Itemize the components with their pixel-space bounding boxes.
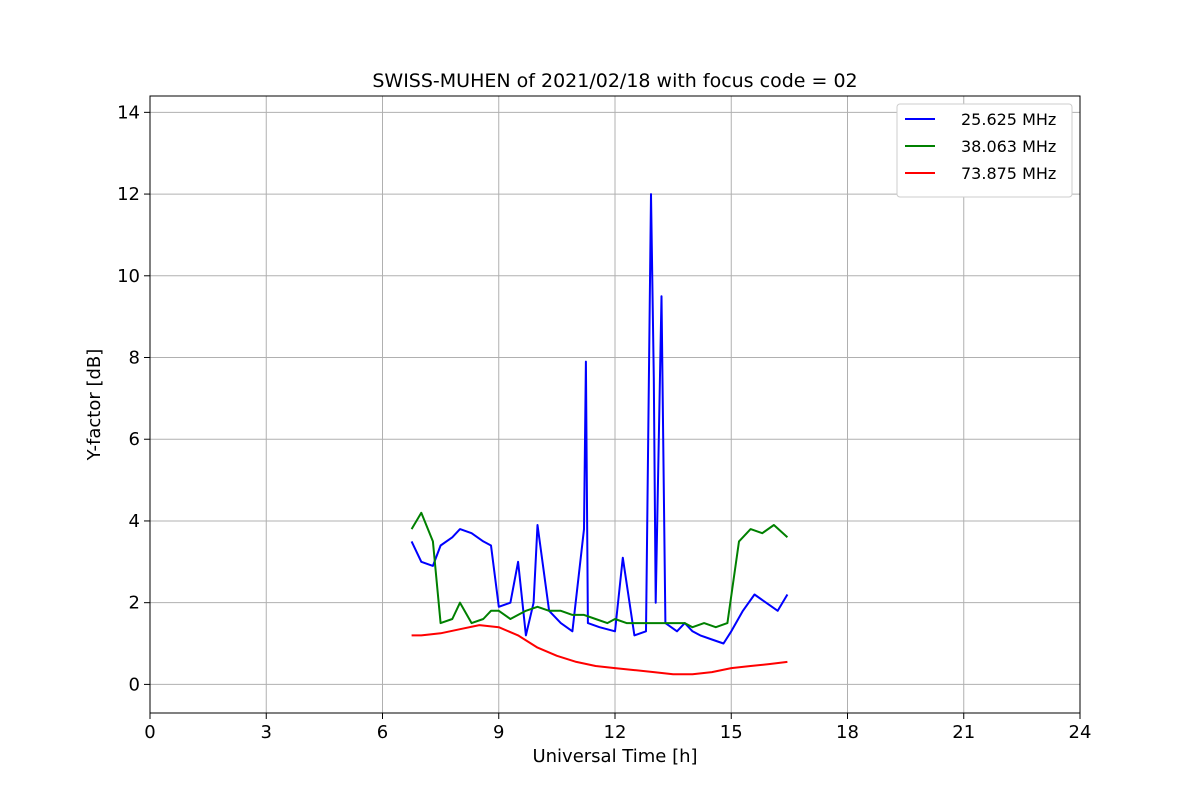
y-tick-label: 8 bbox=[129, 348, 140, 369]
x-tick-label: 15 bbox=[720, 722, 743, 743]
x-axis-label: Universal Time [h] bbox=[532, 746, 697, 767]
y-tick-label: 10 bbox=[117, 266, 140, 287]
x-tick-label: 0 bbox=[144, 722, 155, 743]
y-tick-label: 4 bbox=[129, 511, 140, 532]
y-axis-label: Y-factor [dB] bbox=[84, 349, 105, 462]
legend: 25.625 MHz 38.063 MHz 73.875 MHz bbox=[896, 103, 1073, 198]
x-tick-label: 6 bbox=[377, 722, 388, 743]
legend-label: 25.625 MHz bbox=[961, 110, 1056, 129]
series-line-3 bbox=[411, 624, 788, 676]
y-tick-label: 2 bbox=[129, 593, 140, 614]
y-tick-label: 6 bbox=[129, 429, 140, 450]
y-tick-label: 0 bbox=[129, 674, 140, 695]
x-tick-label: 12 bbox=[604, 722, 627, 743]
legend-label: 73.875 MHz bbox=[961, 164, 1056, 183]
x-tick-label: 18 bbox=[836, 722, 859, 743]
x-tick-label: 3 bbox=[261, 722, 272, 743]
series-layer bbox=[410, 193, 789, 676]
x-tick-label: 21 bbox=[952, 722, 975, 743]
grid bbox=[149, 96, 1081, 713]
x-tick-label: 24 bbox=[1069, 722, 1092, 743]
y-tick-label: 12 bbox=[117, 184, 140, 205]
x-tick-label: 9 bbox=[493, 722, 504, 743]
chart-title: SWISS-MUHEN of 2021/02/18 with focus cod… bbox=[372, 70, 857, 92]
series-line-1 bbox=[410, 193, 789, 645]
y-tick-label: 14 bbox=[117, 102, 140, 123]
legend-box bbox=[896, 103, 1073, 198]
series-line-2 bbox=[410, 511, 789, 629]
legend-label: 38.063 MHz bbox=[961, 137, 1056, 156]
